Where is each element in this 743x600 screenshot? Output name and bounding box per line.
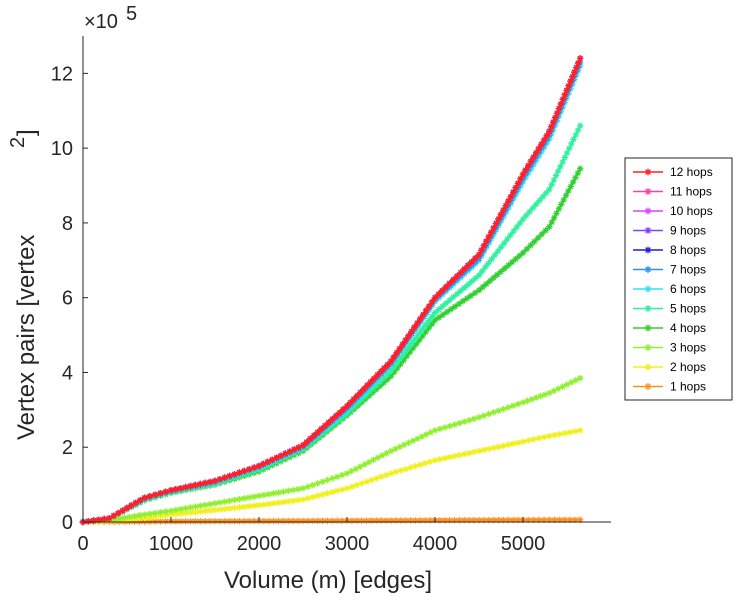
legend-entry: 12 hops bbox=[633, 165, 713, 179]
legend-label: 9 hops bbox=[670, 224, 706, 238]
legend-entry: 11 hops bbox=[633, 185, 712, 199]
legend-swatch-marker bbox=[644, 168, 652, 176]
legend-label: 10 hops bbox=[670, 204, 713, 218]
y-tick-label: 12 bbox=[51, 63, 73, 85]
legend-entry: 4 hops bbox=[633, 321, 706, 335]
y-multiplier-exponent: 5 bbox=[126, 3, 137, 25]
legend-swatch-marker bbox=[644, 383, 652, 390]
y-axis-label-main: Vertex pairs [vertex bbox=[13, 235, 40, 440]
series-2-hops bbox=[79, 427, 584, 526]
x-tick-label: 2000 bbox=[237, 533, 282, 555]
legend-entry: 8 hops bbox=[633, 243, 706, 257]
legend-swatch-marker bbox=[644, 285, 652, 293]
legend-label: 5 hops bbox=[670, 302, 706, 316]
y-tick-label: 0 bbox=[62, 512, 73, 534]
legend-swatch-marker bbox=[644, 363, 652, 371]
legend-label: 11 hops bbox=[670, 185, 712, 199]
ticks-layer: 0 1000 2000 3000 4000 5000 0 2 4 6 8 10 12 bbox=[51, 63, 546, 555]
y-tick-label: 4 bbox=[62, 362, 73, 384]
legend: 12 hops 11 hops 10 hops 9 hops 8 hops 7 hops 6… bbox=[624, 157, 733, 401]
legend-label: 4 hops bbox=[670, 321, 706, 335]
x-tick-label: 1000 bbox=[149, 533, 194, 555]
legend-entry: 9 hops bbox=[633, 224, 706, 238]
legend-swatch-marker bbox=[644, 188, 652, 195]
series-3-hops bbox=[79, 374, 584, 526]
y-tick-label: 6 bbox=[62, 288, 73, 310]
x-axis-label: Volume (m) [edges] bbox=[224, 567, 432, 594]
x-tick-label: 0 bbox=[77, 533, 88, 555]
legend-entry: 2 hops bbox=[633, 360, 706, 374]
y-multiplier-base: ×10 bbox=[84, 11, 118, 33]
x-tick-label: 5000 bbox=[501, 533, 546, 555]
y-tick-label: 8 bbox=[62, 213, 73, 235]
series-layer bbox=[79, 55, 584, 526]
legend-label: 2 hops bbox=[670, 360, 706, 374]
legend-swatch-marker bbox=[644, 324, 652, 332]
legend-label: 3 hops bbox=[670, 341, 706, 355]
legend-label: 1 hops bbox=[670, 380, 706, 394]
y-tick-label: 2 bbox=[62, 437, 73, 459]
legend-swatch-marker bbox=[644, 207, 652, 215]
x-tick-label: 4000 bbox=[413, 533, 458, 555]
legend-entry: 3 hops bbox=[633, 341, 706, 355]
legend-label: 8 hops bbox=[670, 243, 706, 257]
legend-entry: 7 hops bbox=[633, 263, 706, 277]
y-axis-label: Vertex pairs [vertex 2 ] bbox=[7, 129, 40, 440]
y-tick-label: 10 bbox=[51, 138, 73, 160]
legend-entry: 5 hops bbox=[633, 302, 706, 316]
y-axis-label-close: ] bbox=[13, 129, 40, 136]
legend-label: 7 hops bbox=[670, 263, 706, 277]
legend-swatch-marker bbox=[644, 344, 652, 351]
legend-label: 12 hops bbox=[670, 165, 713, 179]
legend-swatch-marker bbox=[644, 246, 652, 254]
legend-swatch-marker bbox=[644, 305, 652, 312]
legend-entry: 6 hops bbox=[633, 282, 706, 296]
legend-entry: 1 hops bbox=[633, 380, 706, 394]
x-tick-label: 3000 bbox=[325, 533, 370, 555]
legend-entry: 10 hops bbox=[633, 204, 713, 218]
legend-label: 6 hops bbox=[670, 282, 706, 296]
legend-swatch-marker bbox=[644, 227, 652, 234]
y-axis-label-superscript: 2 bbox=[7, 137, 29, 148]
legend-swatch-marker bbox=[644, 266, 652, 273]
legend-box bbox=[624, 157, 733, 401]
